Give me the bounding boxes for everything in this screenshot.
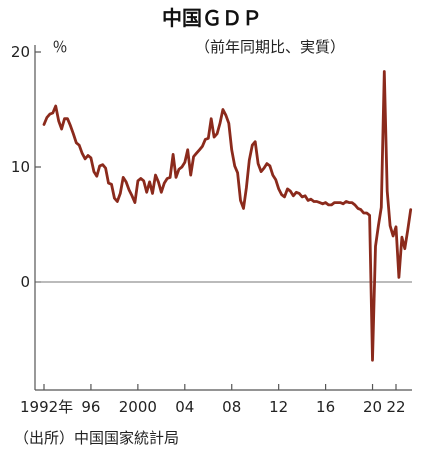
x-tick-label: 20 xyxy=(363,398,382,416)
x-tick-label: 1992年 xyxy=(20,398,73,416)
y-tick-label: 20 xyxy=(11,43,30,61)
gdp-growth-line xyxy=(42,70,413,362)
x-tick-label: 2000 xyxy=(119,398,157,416)
x-tick-label: 22 xyxy=(386,398,405,416)
y-unit-label: ％ xyxy=(52,38,67,56)
y-tick-label: 10 xyxy=(11,158,30,176)
chart-title: 中国ＧＤＰ xyxy=(162,6,262,30)
x-tick-label: 16 xyxy=(316,398,335,416)
y-ticks: 20 10 0 xyxy=(11,43,41,291)
x-tick-label: 96 xyxy=(81,398,100,416)
x-ticks: 1992年 96 2000 04 08 12 16 20 22 xyxy=(20,384,406,416)
x-tick-label: 12 xyxy=(269,398,288,416)
chart-subtitle: （前年同期比、実質） xyxy=(195,38,345,56)
y-tick-label: 0 xyxy=(20,273,30,291)
x-tick-label: 04 xyxy=(175,398,194,416)
source-note: （出所）中国国家統計局 xyxy=(14,429,179,447)
x-tick-label: 08 xyxy=(222,398,241,416)
